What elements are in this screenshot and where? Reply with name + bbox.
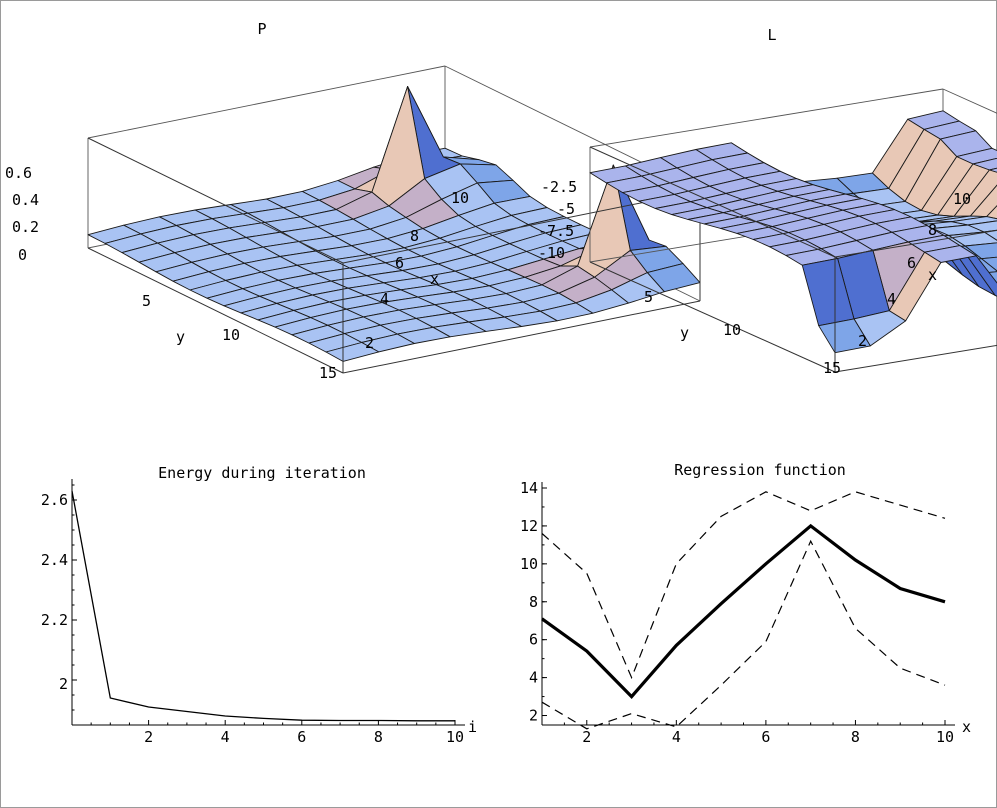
l-y-tick: 10 — [723, 321, 741, 339]
box-front-edge — [589, 146, 836, 258]
l-y-tick: 5 — [644, 288, 653, 306]
box-front-edge — [589, 261, 836, 373]
p-surface — [87, 86, 701, 362]
energy-line-chart: Energy during iteration 2 4 6 8 102.22.42.62… — [41, 464, 477, 746]
x-tick-label: 10 — [446, 728, 464, 746]
x-tick-label: 2 — [144, 728, 153, 746]
y-tick-label: 2.4 — [41, 551, 68, 569]
box-front-edge — [834, 229, 997, 258]
y-tick-label: 8 — [529, 593, 538, 611]
box-front-edge — [834, 344, 997, 373]
box-front-edge — [342, 190, 701, 264]
p-x-tick: 4 — [380, 290, 389, 308]
y-tick-label: 4 — [529, 669, 538, 687]
p-x-ticks: 10 8 6 4 2 — [365, 189, 469, 352]
box-back-edge — [942, 88, 997, 114]
l-x-tick: 10 — [953, 190, 971, 208]
p-y-ticks: 5 10 15 — [142, 292, 337, 382]
l-z-tick: -10 — [538, 244, 565, 262]
regression-line-chart: Regression function 2 4 6 8 10 2 4 6 8 10 12 14 x — [520, 461, 971, 746]
p-x-tick: 2 — [365, 334, 374, 352]
p-z-tick: 0.4 — [12, 191, 39, 209]
x-tick-label: 8 — [374, 728, 383, 746]
x-tick-label: 6 — [297, 728, 306, 746]
y-tick-label: 2.6 — [41, 491, 68, 509]
x-tick-label: 10 — [936, 728, 954, 746]
box-front-edge — [87, 247, 344, 374]
l-y-ticks: 5 10 15 — [644, 288, 841, 377]
l-surface — [589, 110, 997, 354]
x-tick-label: 6 — [761, 728, 770, 746]
p-y-tick: 15 — [319, 364, 337, 382]
regression-x-label: x — [962, 718, 971, 736]
l-y-tick: 15 — [823, 359, 841, 377]
l-x-tick: 6 — [907, 254, 916, 272]
p-z-tick: 0.6 — [5, 164, 32, 182]
surface-plot-p: P 0.6 0.4 0.2 0 10 8 6 4 2 x 5 10 15 y — [5, 20, 701, 382]
l-title: L — [767, 26, 776, 44]
x-tick-label: 8 — [851, 728, 860, 746]
y-tick-label: 2 — [59, 675, 68, 693]
regression-ticks: 2 4 6 8 10 2 4 6 8 10 12 14 — [520, 479, 954, 746]
p-y-tick: 5 — [142, 292, 151, 310]
regression-title: Regression function — [674, 461, 846, 479]
p-x-tick: 8 — [410, 227, 419, 245]
y-tick-label: 12 — [520, 517, 538, 535]
x-tick-label: 2 — [582, 728, 591, 746]
box-front-edge — [342, 300, 701, 374]
box-front-edge — [87, 137, 344, 264]
l-x-tick: 8 — [928, 221, 937, 239]
l-z-tick: -2.5 — [541, 178, 577, 196]
series-line-1 — [541, 491, 946, 680]
surface-facet — [986, 205, 997, 220]
box-back-edge — [87, 65, 446, 139]
surface-facet — [818, 318, 871, 354]
box-back-edge — [589, 88, 944, 148]
y-tick-label: 6 — [529, 631, 538, 649]
p-x-label: x — [430, 270, 439, 288]
p-title: P — [257, 20, 266, 38]
l-box-front — [589, 146, 997, 373]
regression-series — [541, 491, 946, 730]
energy-axes — [71, 479, 465, 726]
energy-ticks: 2 4 6 8 10 2.2 2.4 2.6 2 — [41, 484, 464, 746]
p-z-ticks: 0.6 0.4 0.2 0 — [5, 164, 39, 264]
y-tick-label: 2 — [529, 707, 538, 725]
p-z-tick: 0.2 — [12, 218, 39, 236]
l-x-ticks: 10 8 6 4 2 — [858, 190, 971, 350]
p-box-front — [87, 137, 701, 374]
p-y-tick: 10 — [222, 326, 240, 344]
energy-x-label: i — [468, 718, 477, 736]
p-z-tick: 0 — [18, 246, 27, 264]
l-x-tick: 4 — [887, 290, 896, 308]
series-line-2 — [541, 539, 946, 730]
p-y-label: y — [176, 328, 185, 346]
regression-axes — [541, 482, 955, 726]
surface-facet — [325, 342, 380, 362]
l-z-ticks: -2.5 -5 -7.5 -10 — [538, 178, 577, 262]
energy-title: Energy during iteration — [158, 464, 366, 482]
l-x-tick: 2 — [858, 332, 867, 350]
x-tick-label: 4 — [221, 728, 230, 746]
l-z-tick: -7.5 — [538, 222, 574, 240]
y-tick-label: 10 — [520, 555, 538, 573]
y-tick-label: 14 — [520, 479, 538, 497]
surface-plot-l: L -2.5 -5 -7.5 -10 10 8 6 4 2 x 5 10 15 … — [538, 26, 997, 377]
x-tick-label: 4 — [672, 728, 681, 746]
p-x-tick: 10 — [451, 189, 469, 207]
l-y-label: y — [680, 324, 689, 342]
series-line-0 — [71, 490, 455, 722]
y-tick-label: 2.2 — [41, 611, 68, 629]
series-line-0 — [541, 523, 946, 699]
p-x-tick: 6 — [395, 254, 404, 272]
l-z-tick: -5 — [557, 200, 575, 218]
energy-series — [71, 490, 455, 722]
l-x-label: x — [928, 266, 937, 284]
